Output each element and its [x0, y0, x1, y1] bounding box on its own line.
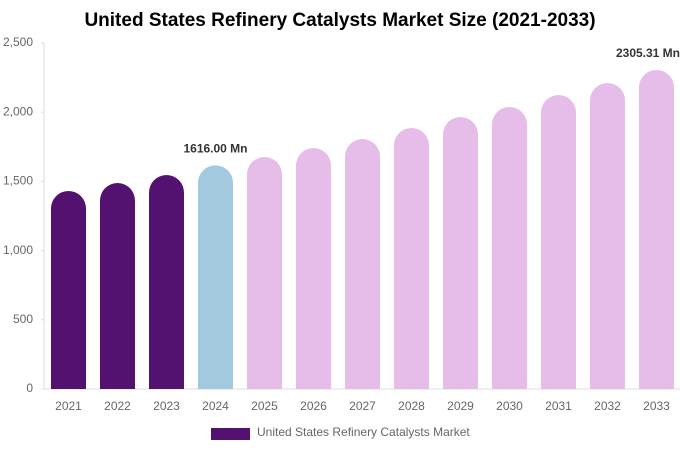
legend-swatch [211, 428, 250, 440]
bar [541, 95, 576, 390]
bar [443, 117, 478, 389]
bar [247, 157, 282, 389]
chart-title: United States Refinery Catalysts Market … [84, 10, 595, 31]
y-tick-label: 1,000 [3, 243, 33, 257]
legend-label: United States Refinery Catalysts Market [257, 425, 470, 439]
x-tick-label: 2022 [104, 399, 131, 413]
bar [198, 165, 233, 389]
bar [394, 127, 429, 389]
bar [51, 190, 86, 389]
bar [296, 148, 331, 389]
bar [149, 175, 184, 389]
value-label: 1616.00 Mn [183, 142, 247, 156]
x-tick-label: 2025 [251, 399, 278, 413]
bar [345, 139, 380, 389]
bar [492, 106, 527, 390]
x-tick-label: 2023 [153, 399, 180, 413]
x-tick-label: 2030 [496, 399, 523, 413]
x-tick-label: 2024 [202, 399, 229, 413]
x-tick-label: 2031 [545, 399, 572, 413]
y-tick-label: 0 [26, 381, 33, 395]
y-tick-label: 2,000 [3, 104, 33, 118]
value-label: 2305.31 Mn [616, 46, 680, 60]
bar [590, 82, 625, 390]
x-tick-label: 2033 [643, 399, 670, 413]
x-tick-label: 2027 [349, 399, 376, 413]
x-tick-label: 2021 [55, 399, 82, 413]
x-tick-label: 2028 [398, 399, 425, 413]
x-tick-label: 2032 [594, 399, 621, 413]
y-tick-label: 2,500 [3, 35, 33, 49]
y-tick-label: 1,500 [3, 174, 33, 188]
bar [100, 183, 135, 389]
x-tick-label: 2029 [447, 399, 474, 413]
y-tick-label: 500 [13, 312, 33, 326]
x-tick-label: 2026 [300, 399, 327, 413]
bar [639, 69, 674, 389]
